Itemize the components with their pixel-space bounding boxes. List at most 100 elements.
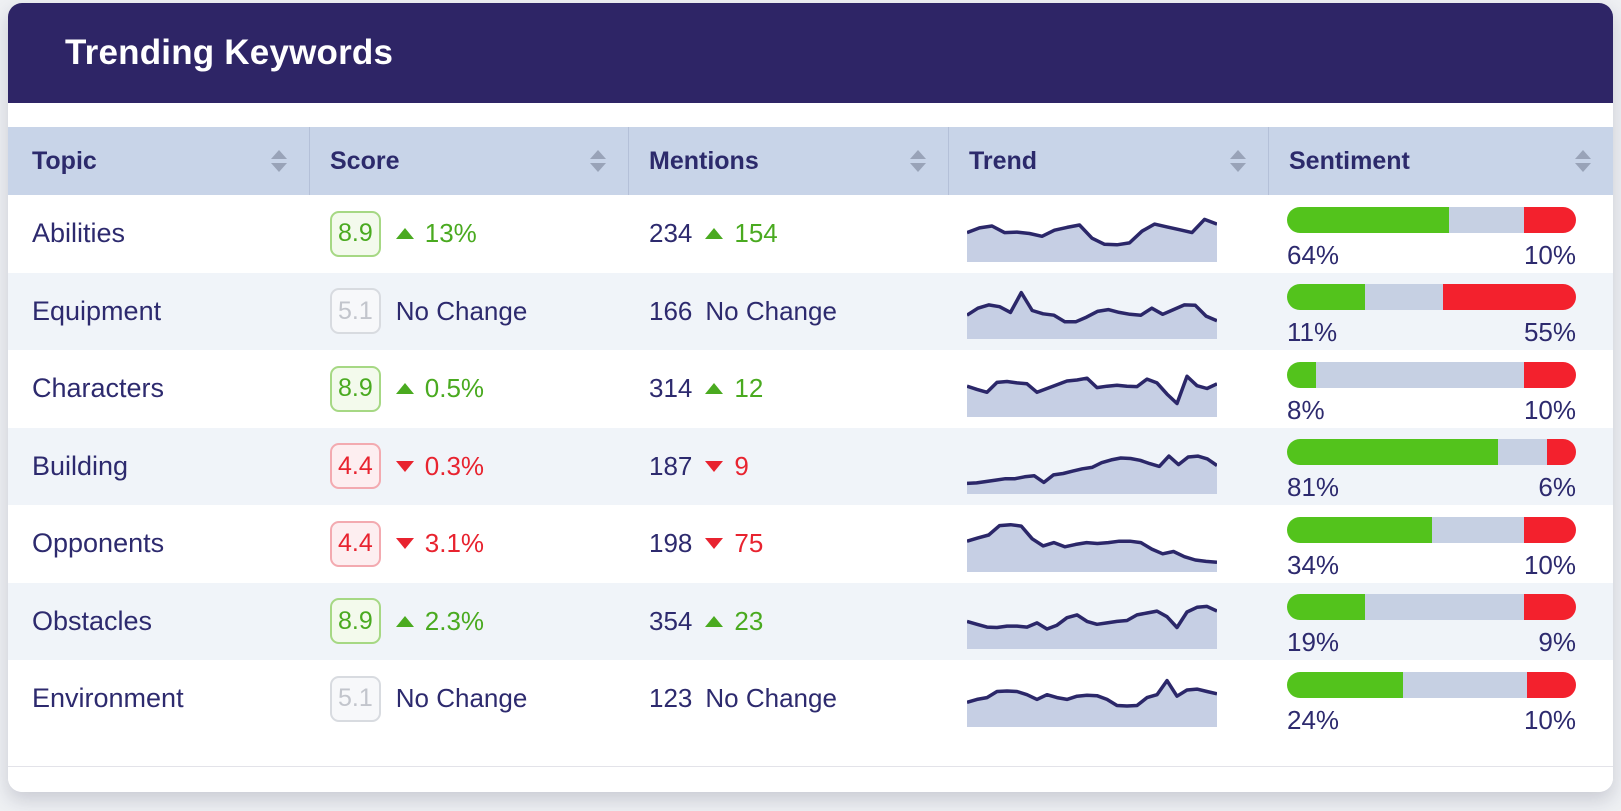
score-badge: 4.4 [330,443,381,490]
sentiment-neutral-segment [1448,206,1524,233]
column-header-mentions[interactable]: Mentions [629,127,949,195]
sentiment-negative-pct: 10% [1523,239,1576,270]
sentiment-negative-segment [1523,361,1576,388]
score-change-label: No Change [395,683,528,714]
table-row[interactable]: Obstacles 8.9 2.3% 354 23 [8,582,1613,660]
sentiment-positive-pct: 34% [1287,549,1340,580]
header-gap [8,103,1613,127]
sentiment-negative-segment [1443,284,1576,311]
sentiment-bar [1287,516,1576,543]
mentions-count: 166 [649,295,693,326]
sentiment-negative-segment [1523,206,1576,233]
mentions-change-label: No Change [705,683,837,714]
sentiment-neutral-segment [1365,594,1524,621]
sort-icon [1230,150,1246,172]
table-row[interactable]: Equipment 5.1 No Change 166 No Change [8,272,1613,350]
sentiment-negative-pct: 10% [1523,394,1576,425]
sentiment-bar [1287,439,1576,466]
score-badge: 8.9 [330,210,381,257]
sentiment-negative-pct: 55% [1523,317,1576,348]
mentions-change: 75 [705,528,763,559]
mentions-change: 23 [705,606,763,637]
column-header-trend[interactable]: Trend [949,127,1269,195]
score-change: 3.1% [395,528,485,559]
sentiment-positive-segment [1287,671,1403,698]
table-row[interactable]: Opponents 4.4 3.1% 198 75 [8,505,1613,583]
sentiment-positive-pct: 8% [1287,394,1325,425]
change-down-icon [395,538,414,550]
column-header-topic[interactable]: Topic [8,127,310,195]
mentions-change-label: No Change [705,295,837,326]
sort-icon [1575,150,1591,172]
column-label: Sentiment [1289,146,1410,175]
mentions-change: 154 [705,218,778,249]
mentions-change: 9 [705,450,749,482]
sentiment-positive-segment [1287,361,1316,388]
score-change-label: 0.3% [424,450,485,481]
mentions-change: 12 [705,373,763,404]
mentions-count: 354 [649,605,693,636]
change-down-icon [705,538,724,550]
sentiment-negative-pct: 6% [1538,472,1576,503]
score-change: 13% [395,218,477,249]
sentiment-negative-segment [1523,594,1576,621]
score-badge: 8.9 [330,365,381,412]
sentiment-negative-pct: 9% [1538,627,1576,658]
change-up-icon [705,228,724,240]
sort-icon [271,150,287,172]
trend-sparkline [967,217,1217,262]
change-up-icon [705,615,724,627]
score-badge: 8.9 [330,598,381,645]
sentiment-positive-segment [1287,439,1498,466]
topic-label: Obstacles [32,605,153,636]
mentions-count: 198 [649,528,693,559]
table-bottom-padding [8,737,1613,766]
score-change-label: 2.3% [424,605,485,636]
score-badge: 5.1 [330,288,381,335]
score-change: No Change [396,683,528,714]
mentions-change: No Change [705,683,837,714]
table-row[interactable]: Environment 5.1 No Change 123 No Change [8,660,1613,738]
sentiment-positive-pct: 81% [1287,472,1340,503]
mentions-change-label: 12 [734,373,764,404]
trend-sparkline [967,291,1217,340]
column-header-score[interactable]: Score [310,127,629,195]
sentiment-negative-pct: 10% [1523,704,1576,735]
trend-sparkline [967,522,1217,572]
mentions-change-label: 75 [734,528,764,559]
table-row[interactable]: Building 4.4 0.3% 187 9 [8,427,1613,505]
topic-label: Opponents [32,528,165,559]
score-badge: 4.4 [330,520,381,567]
column-label: Mentions [649,146,759,175]
score-change-label: 13% [424,218,477,249]
sentiment-positive-pct: 64% [1287,239,1340,270]
change-up-icon [395,228,414,240]
sentiment-negative-pct: 10% [1523,549,1576,580]
mentions-count: 314 [649,373,693,404]
trending-keywords-card: Trending Keywords Topic Score Mentions T… [8,3,1613,792]
sort-icon [910,150,926,172]
sentiment-neutral-segment [1402,671,1527,698]
score-change-label: No Change [395,295,528,326]
sentiment-neutral-segment [1315,361,1524,388]
sort-icon [590,150,606,172]
change-down-icon [395,460,414,472]
mentions-count: 187 [649,450,693,481]
column-header-sentiment[interactable]: Sentiment [1269,127,1613,195]
sentiment-positive-segment [1287,516,1432,543]
sentiment-neutral-segment [1365,284,1444,311]
mentions-count: 234 [649,218,693,249]
page-title: Trending Keywords [65,33,394,72]
score-badge: 5.1 [330,675,381,722]
trend-sparkline [967,678,1217,727]
change-up-icon [395,383,414,395]
mentions-change: No Change [705,296,837,327]
table-row[interactable]: Characters 8.9 0.5% 314 12 [8,350,1613,428]
table-row[interactable]: Abilities 8.9 13% 234 154 [8,195,1613,273]
score-change-label: 3.1% [424,528,485,559]
sentiment-positive-segment [1287,594,1366,621]
column-label: Topic [32,146,97,175]
column-label: Score [330,146,400,175]
mentions-change-label: 9 [734,450,749,481]
sentiment-negative-segment [1526,671,1576,698]
